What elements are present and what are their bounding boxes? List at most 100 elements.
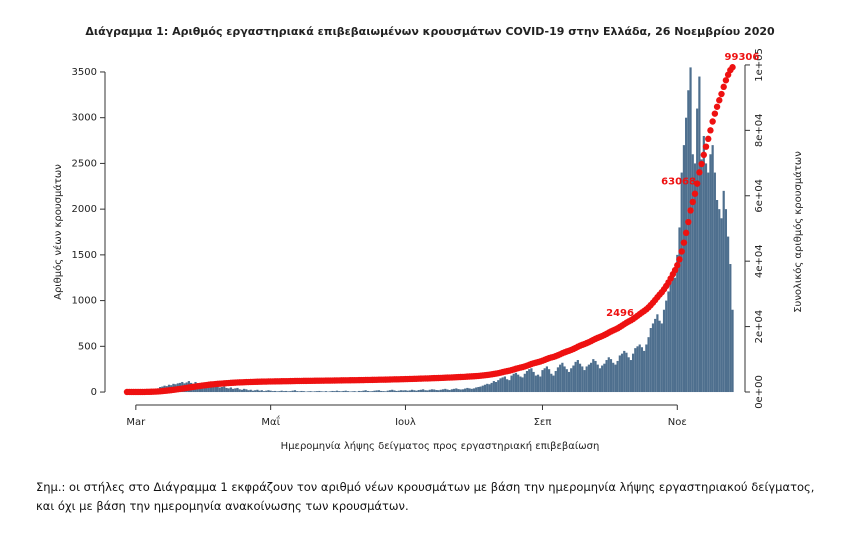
bar bbox=[620, 353, 624, 393]
bar bbox=[320, 391, 323, 393]
bar bbox=[722, 190, 725, 393]
cumulative-point bbox=[711, 110, 719, 117]
bar bbox=[457, 389, 460, 393]
x-axis-label: Ημερομηνία λήψης δείγματος προς εργαστηρ… bbox=[281, 440, 600, 452]
cumulative-point bbox=[674, 262, 681, 269]
bar bbox=[693, 163, 697, 393]
x-tick-label: Σεπ bbox=[534, 417, 552, 428]
bar bbox=[417, 390, 420, 393]
bar bbox=[647, 337, 650, 393]
bar bbox=[285, 390, 288, 393]
bar bbox=[220, 387, 224, 393]
bar bbox=[727, 236, 730, 393]
bar bbox=[499, 378, 502, 393]
bar bbox=[240, 389, 244, 393]
cumulative-point bbox=[689, 198, 696, 206]
y2-tick-label: 0e+00 bbox=[754, 375, 765, 409]
bar bbox=[262, 391, 266, 393]
bar bbox=[349, 391, 352, 393]
bar bbox=[700, 159, 703, 393]
bar bbox=[225, 387, 228, 393]
bar bbox=[280, 390, 283, 393]
y2-axis-label: Συνολικός αριθμός κρουσμάτων bbox=[792, 151, 804, 313]
cumulative-point bbox=[696, 169, 703, 176]
bar bbox=[342, 390, 345, 393]
bar bbox=[552, 375, 555, 393]
bar bbox=[439, 389, 442, 393]
bar bbox=[543, 368, 546, 393]
bar bbox=[638, 344, 641, 393]
bar bbox=[508, 380, 511, 393]
y-tick-label: 1000 bbox=[72, 296, 97, 307]
bar bbox=[707, 172, 710, 393]
bar bbox=[539, 376, 542, 393]
bar bbox=[656, 314, 659, 393]
bar bbox=[729, 264, 732, 393]
bar bbox=[340, 391, 343, 393]
bar bbox=[662, 309, 666, 393]
bar bbox=[470, 388, 473, 393]
y2-tick-label: 1e+05 bbox=[754, 48, 765, 82]
bar bbox=[415, 390, 418, 393]
bar bbox=[563, 366, 566, 393]
bar bbox=[369, 391, 372, 393]
bar bbox=[265, 390, 268, 393]
bar bbox=[229, 387, 232, 393]
bar bbox=[302, 391, 305, 393]
bar bbox=[333, 391, 336, 393]
cumulative-point bbox=[687, 207, 694, 214]
bar bbox=[287, 391, 290, 393]
bar bbox=[532, 371, 535, 393]
bar bbox=[671, 273, 674, 393]
cumulative-point bbox=[678, 248, 685, 255]
bar bbox=[444, 388, 447, 393]
bar bbox=[231, 388, 235, 393]
bar bbox=[227, 388, 230, 393]
bar bbox=[559, 364, 562, 393]
x-tick-label: Νοε bbox=[668, 417, 687, 428]
bar bbox=[404, 390, 407, 393]
bar bbox=[691, 154, 694, 393]
bar bbox=[486, 383, 489, 393]
bar bbox=[362, 390, 365, 393]
bar bbox=[682, 145, 686, 393]
cumulative-point bbox=[713, 103, 721, 110]
bar bbox=[399, 390, 403, 393]
bar bbox=[576, 360, 579, 393]
bar bbox=[501, 377, 504, 393]
bar bbox=[523, 373, 526, 393]
y2-tick-label: 6e+04 bbox=[754, 179, 765, 213]
bar bbox=[556, 367, 560, 393]
bar bbox=[464, 388, 467, 393]
x-tick-label: Μαΐ bbox=[261, 414, 280, 428]
cumulative-point bbox=[722, 77, 730, 84]
bar bbox=[322, 391, 325, 393]
y-tick-label: 2000 bbox=[72, 204, 97, 215]
bar bbox=[567, 371, 571, 393]
bar bbox=[506, 379, 509, 393]
cumulative-point bbox=[707, 127, 714, 134]
y-tick-label: 2500 bbox=[72, 158, 97, 169]
y-tick-label: 1500 bbox=[72, 250, 97, 261]
bar bbox=[296, 391, 299, 393]
bar bbox=[497, 380, 500, 393]
bar bbox=[616, 360, 619, 393]
bar bbox=[338, 391, 341, 393]
bar bbox=[311, 391, 314, 393]
bar bbox=[479, 386, 482, 393]
bar bbox=[455, 388, 458, 393]
bar bbox=[452, 388, 456, 393]
bar bbox=[371, 391, 374, 393]
bar bbox=[680, 172, 683, 393]
bar bbox=[247, 390, 250, 393]
bar bbox=[587, 364, 590, 393]
bar bbox=[309, 391, 312, 393]
bar bbox=[468, 388, 471, 393]
bar bbox=[243, 388, 246, 393]
cumulative-point bbox=[691, 190, 699, 197]
bar bbox=[731, 309, 734, 393]
bar bbox=[375, 390, 378, 393]
cumulative-point bbox=[729, 64, 736, 71]
cumulative-point bbox=[693, 180, 701, 187]
bar bbox=[249, 389, 252, 393]
